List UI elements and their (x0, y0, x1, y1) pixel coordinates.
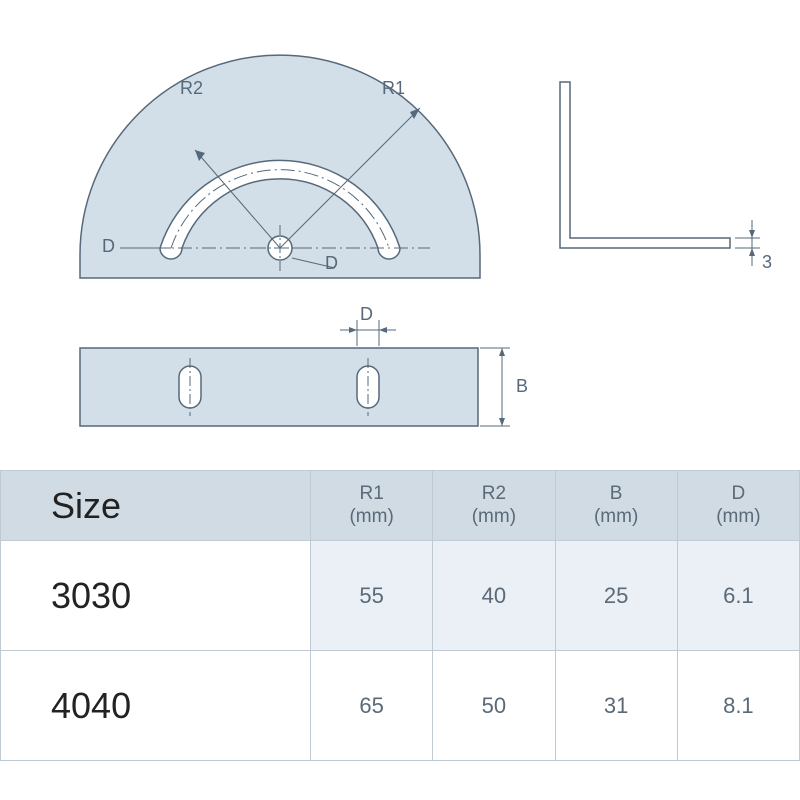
size-value: 3030 (1, 541, 311, 651)
label-d-left: D (102, 236, 115, 257)
table-row: 4040 65 50 31 8.1 (1, 651, 800, 761)
col-header-r1: R1 (mm) (311, 471, 433, 541)
drawing-svg (0, 0, 800, 470)
table-row: 3030 55 40 25 6.1 (1, 541, 800, 651)
label-thickness: 3 (762, 252, 772, 273)
cell-value: 50 (433, 651, 555, 761)
label-d-slot: D (360, 304, 373, 325)
cell-value: 55 (311, 541, 433, 651)
cell-value: 25 (555, 541, 677, 651)
label-r1: R1 (382, 78, 405, 99)
spec-table-container: Size R1 (mm) R2 (mm) B (mm) D (mm) (0, 470, 800, 761)
label-r2: R2 (180, 78, 203, 99)
col-header-b: B (mm) (555, 471, 677, 541)
col-name: R1 (359, 483, 383, 504)
label-d-center: D (325, 253, 338, 274)
cell-value: 8.1 (677, 651, 799, 761)
cell-value: 40 (433, 541, 555, 651)
size-value: 4040 (1, 651, 311, 761)
technical-drawing: R2 R1 D D D B 3 (0, 0, 800, 470)
col-unit: (mm) (594, 506, 638, 527)
col-unit: (mm) (472, 506, 516, 527)
col-header-d: D (mm) (677, 471, 799, 541)
col-unit: (mm) (716, 506, 760, 527)
col-name: R2 (482, 483, 506, 504)
side-view (560, 82, 760, 266)
table-header-row: Size R1 (mm) R2 (mm) B (mm) D (mm) (1, 471, 800, 541)
col-header-r2: R2 (mm) (433, 471, 555, 541)
col-unit: (mm) (349, 506, 393, 527)
front-view (80, 55, 480, 278)
size-column-header: Size (1, 471, 311, 541)
bottom-view (80, 320, 510, 426)
cell-value: 65 (311, 651, 433, 761)
spec-table: Size R1 (mm) R2 (mm) B (mm) D (mm) (0, 470, 800, 761)
col-name: B (610, 483, 623, 504)
col-name: D (732, 483, 746, 504)
cell-value: 6.1 (677, 541, 799, 651)
cell-value: 31 (555, 651, 677, 761)
label-b: B (516, 376, 528, 397)
